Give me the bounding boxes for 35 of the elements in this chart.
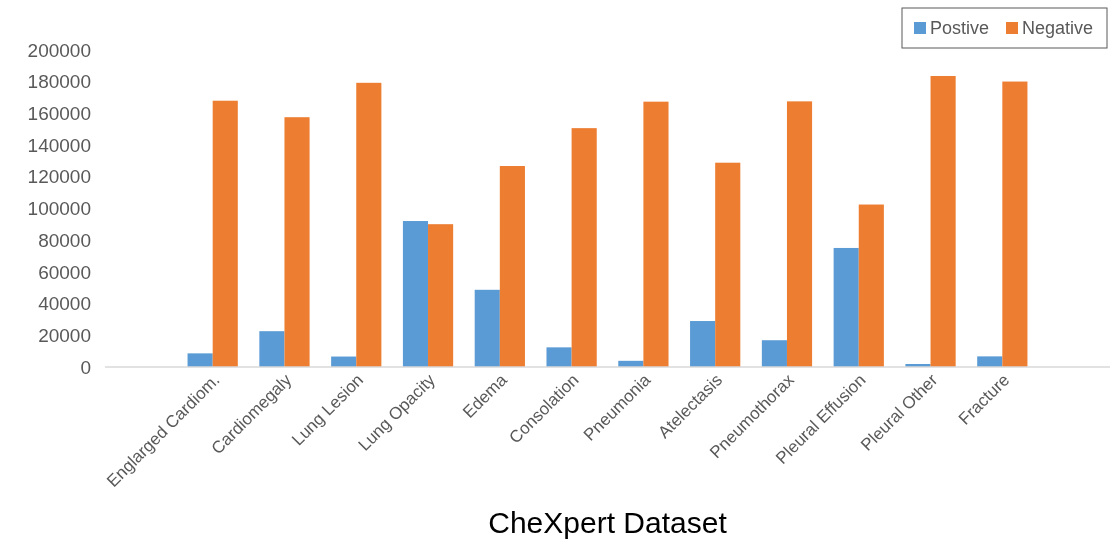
- y-tick-label: 40000: [38, 293, 91, 315]
- bar: [690, 321, 716, 367]
- bar: [428, 224, 454, 367]
- bar: [499, 166, 525, 367]
- bar: [761, 340, 787, 367]
- legend-label: Negative: [1022, 18, 1094, 39]
- bar: [643, 101, 669, 367]
- bar: [259, 331, 285, 367]
- y-tick-label: 140000: [27, 134, 91, 156]
- bar: [474, 289, 500, 367]
- y-tick-label: 200000: [27, 39, 91, 61]
- bar: [546, 347, 572, 367]
- x-axis-title: CheXpert Dataset: [488, 506, 728, 539]
- y-tick-label: 120000: [27, 166, 91, 188]
- y-tick-label: 180000: [27, 71, 91, 93]
- y-tick-label: 100000: [27, 198, 91, 220]
- bar: [715, 162, 741, 367]
- bar: [977, 356, 1003, 367]
- y-tick-label: 80000: [38, 229, 91, 251]
- y-tick-label: 60000: [38, 261, 91, 283]
- bar: [858, 204, 884, 367]
- bar: [212, 100, 238, 367]
- bar: [833, 247, 859, 367]
- bar: [930, 75, 956, 367]
- bar: [571, 128, 597, 367]
- bar: [1002, 81, 1028, 367]
- legend-label: Postive: [930, 18, 990, 39]
- bar: [786, 101, 813, 367]
- bar: [356, 82, 382, 367]
- y-tick-label: 160000: [27, 103, 91, 125]
- y-tick-label: 20000: [38, 324, 91, 346]
- bar: [187, 353, 213, 367]
- bar: [402, 221, 429, 367]
- bar: [284, 117, 310, 367]
- y-tick-label: 0: [80, 356, 91, 378]
